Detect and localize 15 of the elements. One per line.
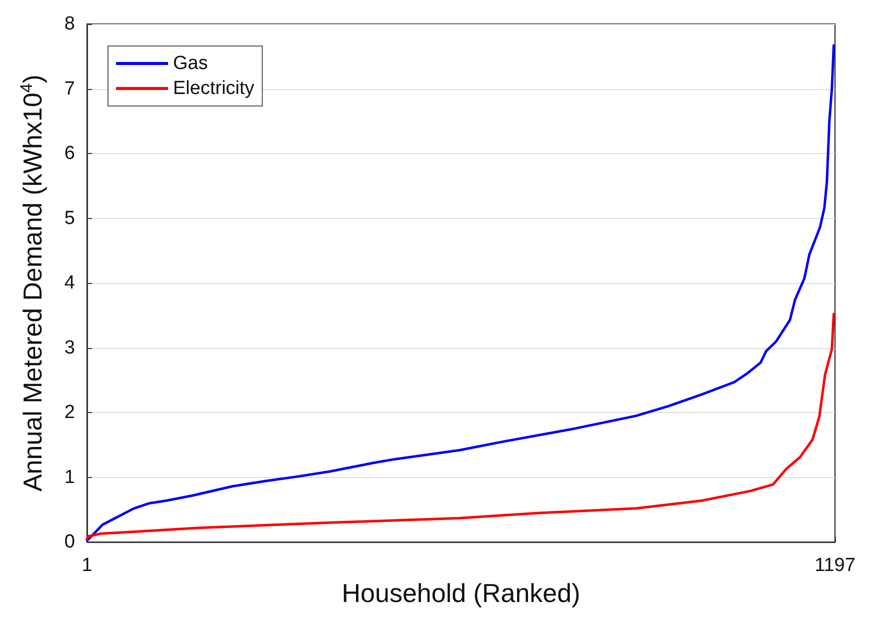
- y-tick-label: 7: [64, 78, 75, 100]
- x-tick-label: 1197: [814, 555, 856, 576]
- y-tick-label: 4: [64, 272, 76, 294]
- y-tick-label: 3: [64, 337, 75, 358]
- x-axis-title: Household (Ranked): [342, 578, 580, 608]
- y-tick-label: 2: [64, 402, 75, 424]
- y-tick-label: 8: [64, 14, 75, 34]
- legend-label: Electricity: [173, 78, 255, 99]
- y-tick-label: 6: [64, 143, 75, 164]
- y-tick-label: 1: [64, 466, 75, 488]
- y-tick-label: 5: [64, 208, 75, 229]
- y-axis-title: Annual Metered Demand (kWhx104): [17, 74, 48, 492]
- line-series: [86, 312, 835, 540]
- legend-label: Gas: [173, 53, 208, 74]
- y-tick-label: 0: [64, 532, 75, 553]
